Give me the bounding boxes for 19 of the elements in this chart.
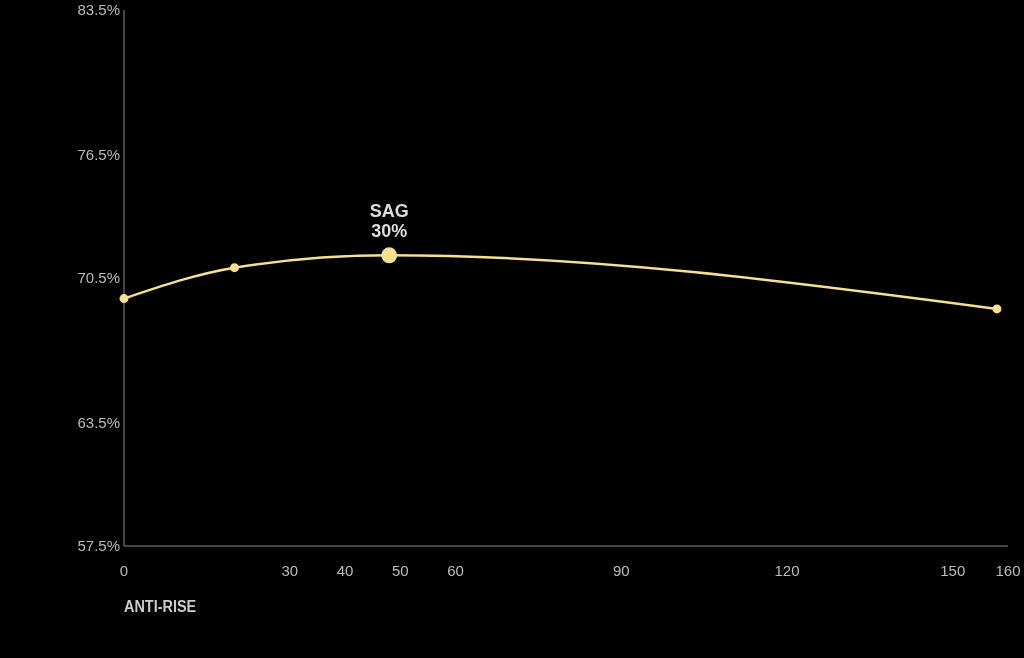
point (119, 294, 129, 304)
x-axis-title: ANTI-RISE (124, 596, 197, 616)
x-tick-label: 0 (119, 562, 129, 579)
annotation: SAG 30% (369, 201, 409, 242)
y-tick-label: 76.5% (77, 145, 120, 163)
x-tick-label: 150 (940, 562, 966, 579)
y-tick-label: 70.5% (77, 269, 120, 287)
x-tick-label: 50 (391, 562, 409, 579)
x-tick-label: 120 (774, 562, 800, 579)
x-tick-label: 160 (995, 562, 1021, 579)
x-tick-label: 30 (281, 562, 299, 579)
point (230, 263, 239, 273)
y-tick-label: 63.5% (77, 413, 120, 431)
x-tick-label: 60 (447, 562, 464, 579)
x-tick-label: 90 (612, 562, 630, 579)
point (992, 304, 1002, 314)
x-tick-label: 40 (336, 562, 354, 579)
y-tick-label: 83.5% (77, 1, 120, 19)
y-tick-label: 57.5% (77, 537, 120, 555)
